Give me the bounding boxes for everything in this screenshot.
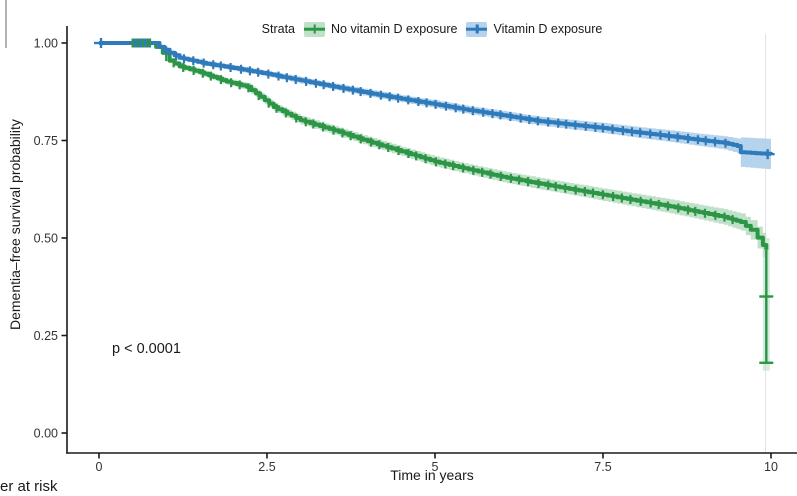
- p-value-label: p < 0.0001: [112, 341, 181, 357]
- ci-band-no-vitamin-d: [99, 43, 767, 263]
- left-edge-crop-artifact: [5, 0, 7, 48]
- legend-item-no-vitamin-d: No vitamin D exposure: [304, 21, 458, 37]
- y-tick-label: 0.75: [34, 134, 58, 148]
- km-curve-no-vitamin-d: [99, 41, 769, 250]
- km-curve-vitamin-d: [99, 41, 773, 156]
- y-tick-label: 0.00: [34, 426, 58, 440]
- legend-key-vitamin-d-icon: [466, 21, 488, 37]
- x-tick-label: 10: [764, 460, 778, 474]
- legend-key-no-vitamin-d-icon: [304, 21, 326, 37]
- x-tick-label: 5: [432, 460, 439, 474]
- y-axis-label: Dementia–free survival probability: [7, 119, 23, 331]
- x-tick-label: 7.5: [594, 460, 611, 474]
- x-tick-label: 0: [96, 460, 103, 474]
- legend-label-vitamin-d: Vitamin D exposure: [493, 22, 603, 36]
- y-tick-label: 1.00: [34, 36, 58, 50]
- y-tick-label: 0.25: [34, 329, 58, 343]
- legend-item-vitamin-d: Vitamin D exposure: [466, 21, 603, 37]
- legend-title: Strata: [261, 22, 296, 36]
- number-at-risk-partial-text: er at risk: [0, 478, 58, 495]
- y-tick-label: 0.50: [34, 231, 58, 245]
- legend-label-no-vitamin-d: No vitamin D exposure: [331, 22, 458, 36]
- legend: Strata No vitamin D exposure Vitamin D e…: [67, 19, 797, 39]
- x-tick-label: 2.5: [258, 460, 275, 474]
- x-axis-label: Time in years: [390, 467, 474, 483]
